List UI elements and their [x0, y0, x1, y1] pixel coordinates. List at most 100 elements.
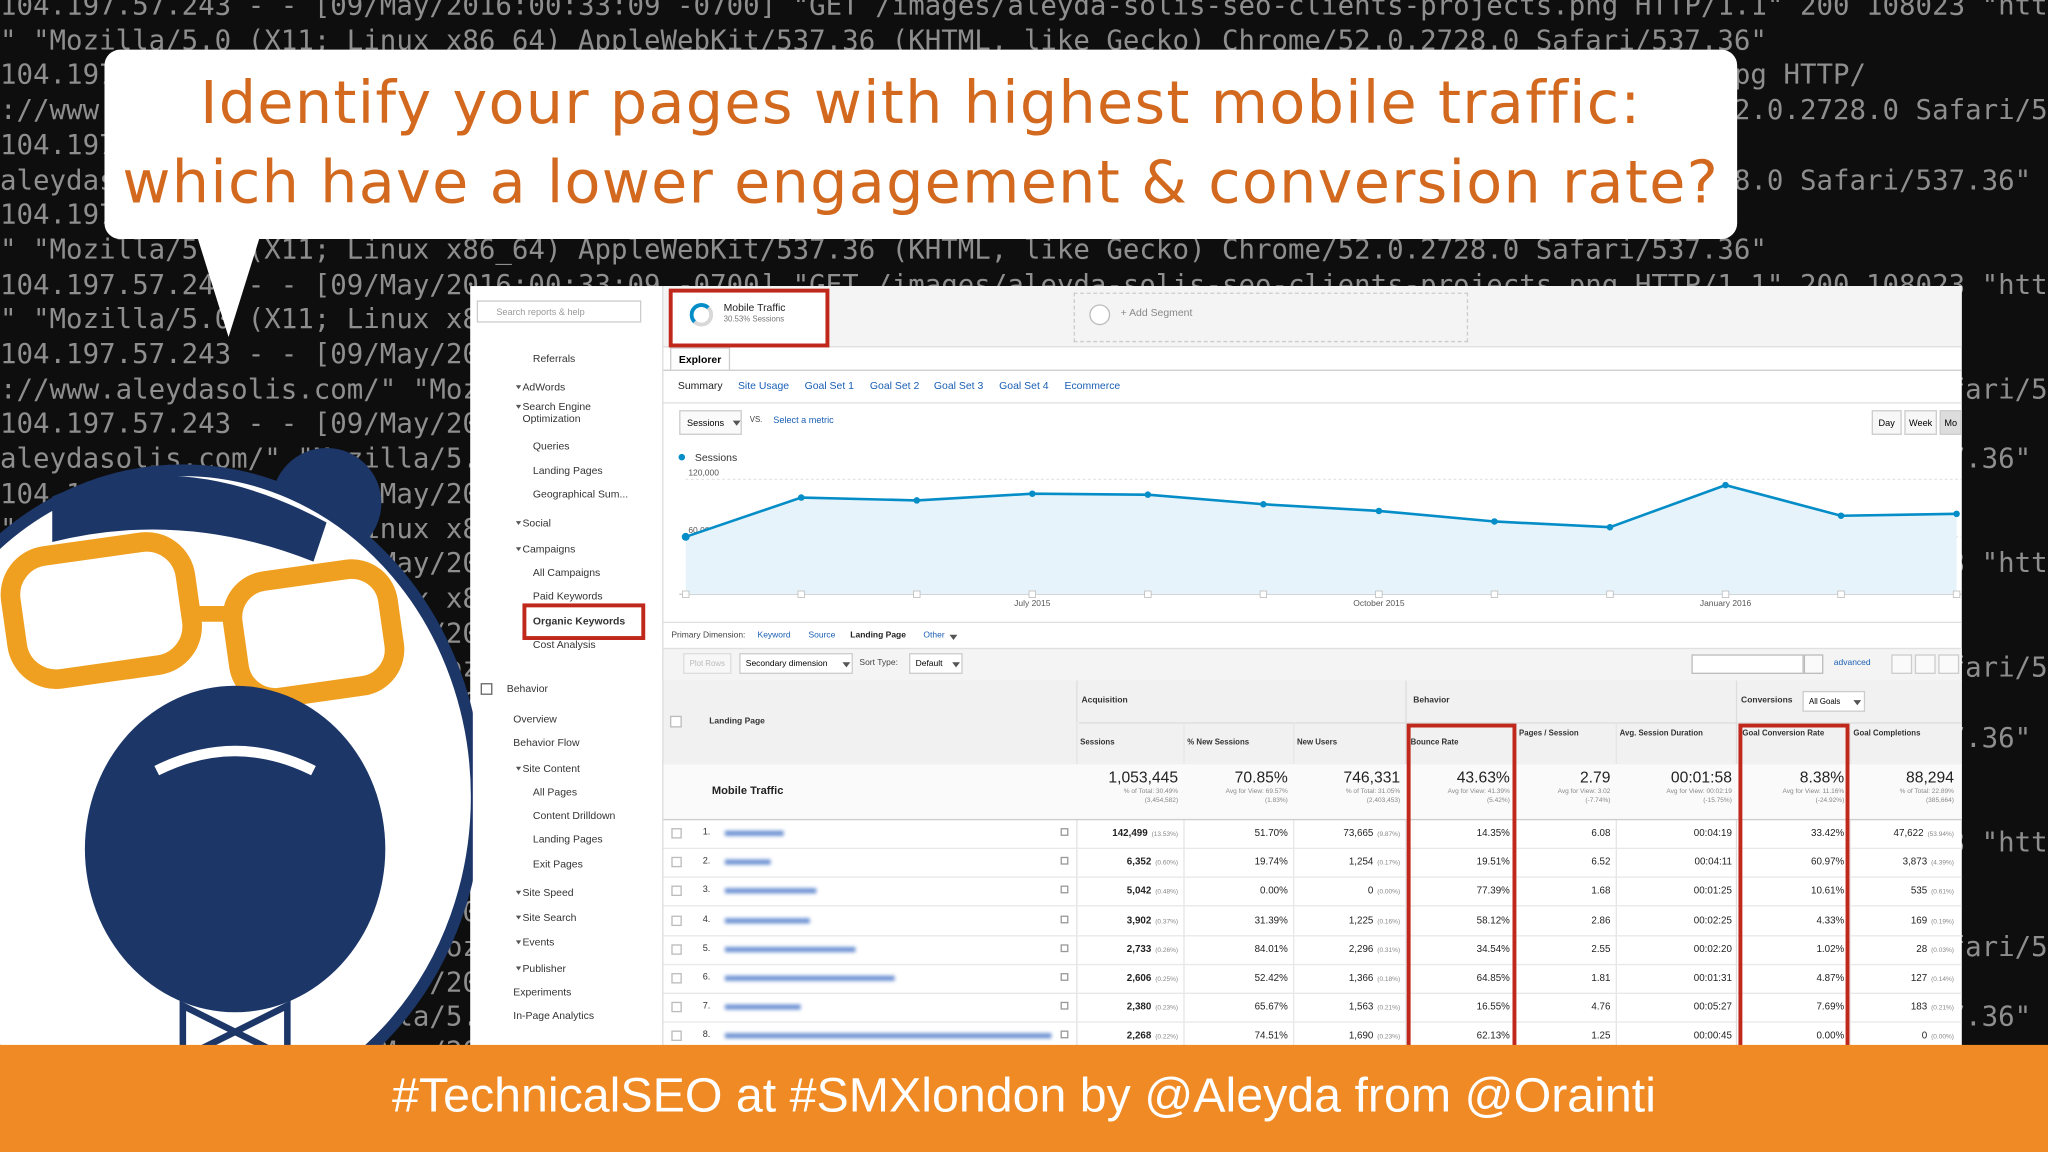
sidebar-item[interactable]: Cost Analysis	[532, 638, 596, 651]
select-metric[interactable]: Select a metric	[773, 416, 834, 426]
totals-note: Avg for View: 69.57%	[1225, 787, 1288, 796]
sidebar-item[interactable]: Organic Keywords	[532, 615, 626, 627]
add-segment[interactable]: + Add Segment	[1120, 306, 1193, 319]
sidebar-item[interactable]: Queries	[532, 440, 570, 452]
subtab[interactable]: Summary	[677, 380, 723, 392]
sidebar-item[interactable]: Exit Pages	[532, 858, 583, 870]
view-toggle[interactable]	[1914, 654, 1936, 674]
period-button[interactable]: Mo	[1939, 410, 1962, 435]
subtab[interactable]: Site Usage	[737, 380, 790, 392]
subtab[interactable]: Goal Set 4	[999, 380, 1049, 392]
sidebar-section[interactable]: Behavior	[506, 683, 549, 695]
cell-value: 4.33%	[1816, 913, 1845, 926]
subtab[interactable]: Goal Set 3	[933, 380, 984, 392]
totals-value: 00:01:58	[1670, 767, 1732, 787]
add-segment-box[interactable]	[1073, 292, 1469, 343]
link-icon[interactable]	[1060, 857, 1069, 865]
search-button[interactable]	[1803, 654, 1824, 674]
x-marker	[1144, 590, 1152, 598]
sort-select[interactable]: Default	[909, 653, 963, 674]
sidebar-item[interactable]: Paid Keywords	[532, 590, 603, 603]
link-icon[interactable]	[1060, 828, 1069, 836]
sidebar-item[interactable]: Site Search	[522, 911, 577, 924]
column-header[interactable]: Avg. Session Duration	[1619, 730, 1703, 738]
link-icon[interactable]	[1060, 915, 1069, 923]
sidebar-item[interactable]: Behavior Flow	[513, 736, 580, 749]
view-toggle[interactable]	[1938, 654, 1960, 674]
view-toggle[interactable]	[1891, 654, 1913, 674]
advanced-link[interactable]: advanced	[1833, 658, 1871, 668]
sidebar-item[interactable]: Site Content	[522, 762, 580, 775]
sidebar-item[interactable]: Referrals	[532, 352, 576, 365]
totals-value: 1,053,445	[1108, 767, 1179, 787]
dimension-option[interactable]: Landing Page	[850, 630, 906, 640]
link-icon[interactable]	[1060, 973, 1069, 981]
sidebar-item[interactable]: Site Speed	[522, 886, 574, 899]
dimension-option[interactable]: Source	[808, 630, 836, 640]
sidebar-item[interactable]: Publisher	[522, 962, 567, 975]
metric-select[interactable]: Sessions	[679, 410, 742, 435]
sidebar-item[interactable]: Overview	[513, 713, 557, 725]
row-checkbox[interactable]	[671, 828, 682, 839]
dimension-option[interactable]: Other	[923, 630, 945, 640]
row-checkbox[interactable]	[671, 1002, 682, 1013]
period-button[interactable]: Day	[1871, 410, 1902, 435]
explorer-tab[interactable]: Explorer	[670, 347, 731, 370]
link-icon[interactable]	[1060, 1031, 1069, 1039]
dimension-option[interactable]: Keyword	[757, 630, 791, 640]
tab-rule	[663, 369, 1962, 371]
row-checkbox[interactable]	[671, 915, 682, 926]
sidebar-item[interactable]: Landing Pages	[532, 464, 603, 477]
subtab[interactable]: Goal Set 2	[869, 380, 920, 392]
cell-value: 127	[1910, 971, 1928, 984]
column-header[interactable]: Bounce Rate	[1410, 739, 1459, 748]
subtab[interactable]: Ecommerce	[1064, 380, 1121, 392]
sidebar-item[interactable]: In-Page Analytics	[513, 1009, 595, 1022]
segment-name: Mobile Traffic	[723, 301, 786, 314]
x-marker	[1606, 590, 1614, 598]
expand-arrow	[515, 940, 522, 945]
cell-value: 47,622	[1893, 826, 1924, 839]
cell-value: 2,296	[1348, 942, 1374, 955]
column-header[interactable]: Pages / Session	[1519, 730, 1579, 738]
column-header[interactable]: Goal Conversion Rate	[1742, 730, 1825, 738]
column-header[interactable]: Sessions	[1080, 739, 1115, 748]
secondary-dimension[interactable]: Secondary dimension	[739, 653, 853, 674]
dimension-header[interactable]: Landing Page	[709, 717, 765, 727]
totals-note: (-7.74%)	[1585, 796, 1611, 805]
column-header[interactable]: % New Sessions	[1187, 739, 1250, 748]
row-checkbox[interactable]	[671, 973, 682, 984]
link-icon[interactable]	[1060, 1002, 1069, 1010]
link-icon[interactable]	[1060, 944, 1069, 952]
sidebar-item[interactable]: Geographical Sum...	[532, 488, 629, 501]
plot-rows[interactable]: Plot Rows	[683, 653, 732, 674]
subtab[interactable]: Goal Set 1	[804, 380, 854, 392]
column-header[interactable]: Goal Completions	[1853, 730, 1921, 738]
sidebar-item[interactable]: All Campaigns	[532, 566, 601, 579]
sidebar-item[interactable]: Social	[522, 517, 551, 529]
sidebar-item[interactable]: AdWords	[522, 381, 566, 394]
sidebar-item[interactable]: Landing Pages	[532, 833, 603, 846]
header-checkbox[interactable]	[670, 715, 682, 728]
sidebar-item[interactable]: All Pages	[532, 786, 578, 799]
period-button[interactable]: Week	[1904, 410, 1937, 435]
row-checkbox[interactable]	[671, 944, 682, 955]
sidebar-item[interactable]: Search Engine Optimization	[522, 400, 591, 425]
sidebar-item[interactable]: Experiments	[513, 986, 572, 998]
table-search[interactable]	[1691, 654, 1804, 674]
highlight-box	[1406, 723, 1517, 1096]
cell-percent: (0.61%)	[1931, 888, 1954, 897]
row-checkbox[interactable]	[671, 857, 682, 868]
goal-select[interactable]: All Goals	[1802, 690, 1866, 712]
column-header[interactable]: New Users	[1296, 739, 1338, 748]
row-checkbox[interactable]	[671, 886, 682, 897]
search-box[interactable]: Search reports & help	[476, 300, 642, 323]
totals-value: 2.79	[1579, 767, 1611, 787]
sidebar-item[interactable]: Events	[522, 936, 555, 949]
dropdown-arrow	[949, 634, 958, 640]
row-checkbox[interactable]	[671, 1031, 682, 1042]
sidebar-item[interactable]: Content Drilldown	[532, 809, 616, 822]
cell-value: 2.86	[1591, 913, 1611, 926]
link-icon[interactable]	[1060, 886, 1069, 894]
sidebar-item[interactable]: Campaigns	[522, 543, 576, 556]
